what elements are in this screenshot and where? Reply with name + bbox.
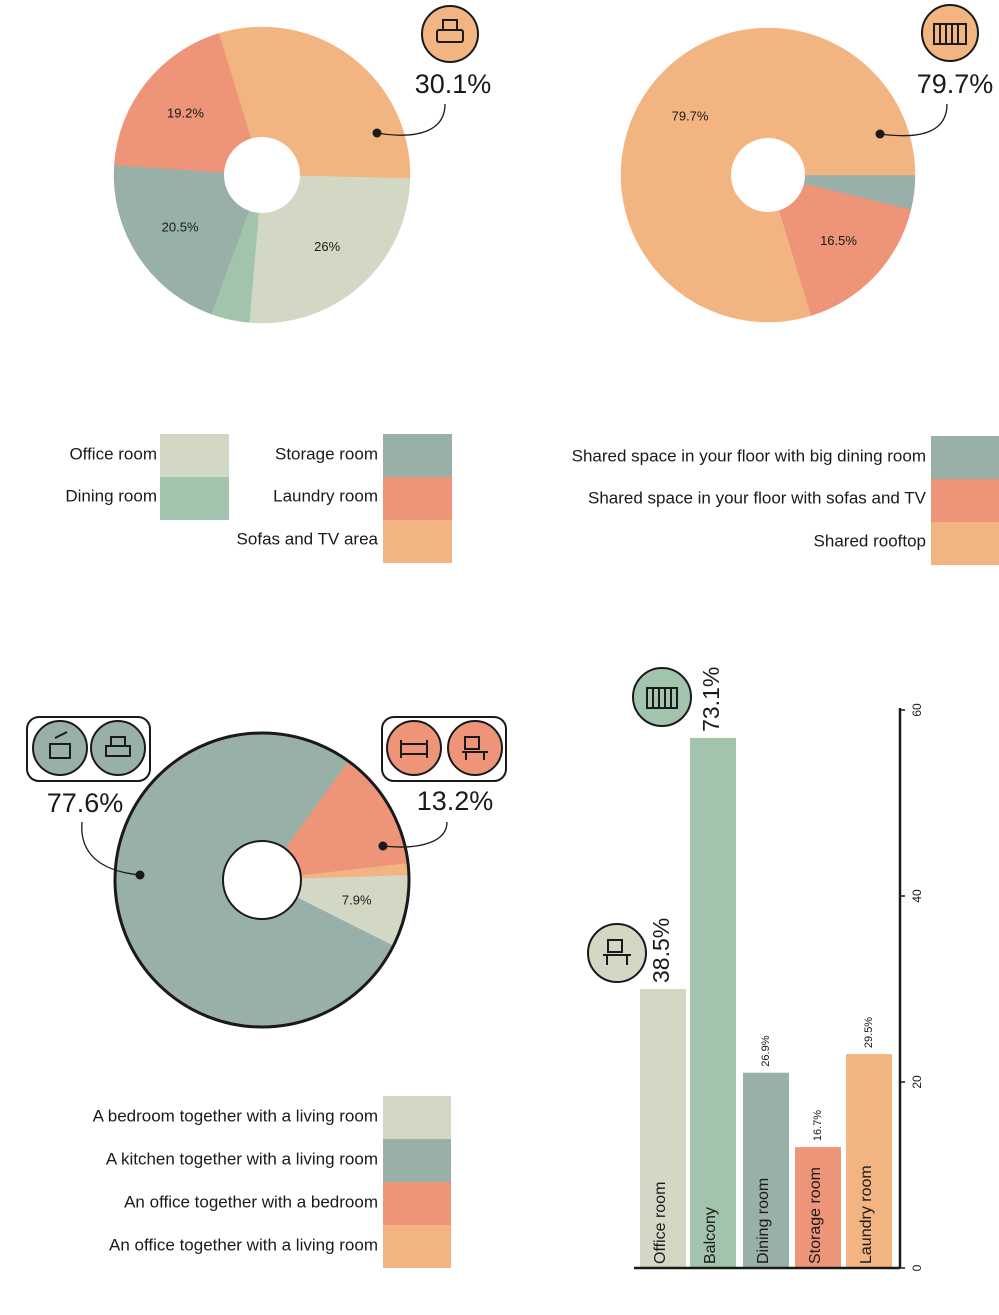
y-tick-label: 40 [910, 889, 924, 903]
bar [846, 1054, 892, 1268]
bar-label: 38.5% [648, 918, 674, 983]
callout-line [382, 821, 448, 848]
x-tick-label: Dining room [755, 1178, 772, 1264]
y-tick-label: 20 [910, 1075, 924, 1089]
x-tick-label: Office room [652, 1182, 669, 1264]
legend-swatch [160, 477, 229, 520]
icon-sofa [421, 5, 479, 63]
x-tick-label: Storage room [807, 1167, 824, 1264]
legend-swatch [931, 522, 999, 565]
callout-line [879, 103, 948, 137]
legend-swatch [383, 1225, 451, 1268]
slice-label: 79.7% [672, 109, 709, 124]
callout-line [376, 103, 446, 136]
icon-balcony [632, 667, 692, 727]
bar [743, 1072, 789, 1268]
legend-label: An office together with a bedroom [124, 1192, 378, 1211]
legend-swatch [383, 520, 452, 563]
bar [640, 989, 686, 1268]
legend-swatch [383, 1182, 451, 1225]
legend-label: Sofas and TV area [237, 529, 379, 548]
icon-balcony [921, 4, 979, 62]
bar [690, 737, 736, 1268]
pie-slice [113, 164, 263, 315]
slice-label: 20.5% [162, 220, 199, 235]
callout-line [81, 821, 141, 876]
callout-label: 77.6% [47, 788, 124, 818]
icon-office [587, 923, 647, 983]
slice-label: 26% [314, 239, 340, 254]
legend-label: Laundry room [273, 486, 378, 505]
slice-label: 19.2% [167, 106, 204, 121]
callout-dot [378, 841, 388, 851]
slice-label: 16.5% [820, 233, 857, 248]
legend-label: A bedroom together with a living room [93, 1106, 378, 1125]
legend-swatch [931, 479, 999, 522]
legend-swatch [931, 436, 999, 479]
legend-label: Shared space in your floor with big dini… [572, 446, 926, 465]
legend-label: A kitchen together with a living room [106, 1149, 378, 1168]
callout-dot [875, 129, 885, 139]
legend-label: Storage room [275, 444, 378, 463]
legend-swatch [160, 434, 229, 477]
legend-label: Shared rooftop [814, 531, 926, 550]
callout-label: 79.7% [917, 69, 994, 99]
y-tick-label: 60 [910, 703, 924, 717]
bar-label: 16.7% [812, 1110, 824, 1141]
callout-label: 30.1% [415, 69, 492, 99]
bar-label: 26.9% [760, 1035, 772, 1066]
pie-slice [248, 174, 411, 324]
pie-hole [731, 138, 805, 212]
legend-swatch [383, 1139, 451, 1182]
callout-dot [372, 128, 382, 138]
y-tick-label: 0 [910, 1264, 924, 1271]
legend-label: Dining room [65, 486, 157, 505]
x-tick-label: Laundry room [858, 1165, 875, 1264]
icon-kitchen-living [26, 716, 151, 782]
pie-hole [224, 137, 300, 213]
pie-outline [113, 731, 411, 1029]
callout-dot [135, 870, 145, 880]
pie-slice [114, 33, 263, 176]
bar [795, 1147, 841, 1268]
slice-label: 7.9% [342, 892, 372, 907]
pie-slice [767, 174, 912, 316]
legend-swatch [383, 1096, 451, 1139]
callout-label: 13.2% [417, 786, 494, 816]
icon-bed-office [381, 716, 507, 782]
legend-swatch [383, 477, 452, 520]
bar-label: 73.1% [698, 667, 724, 732]
legend-label: Shared space in your floor with sofas an… [588, 488, 927, 507]
legend-label: Office room [69, 444, 157, 463]
pie-hole [222, 840, 302, 920]
bar-label: 29.5% [863, 1017, 875, 1048]
x-tick-label: Balcony [702, 1207, 719, 1264]
legend-swatch [383, 434, 452, 477]
legend-label: An office together with a living room [109, 1235, 378, 1254]
